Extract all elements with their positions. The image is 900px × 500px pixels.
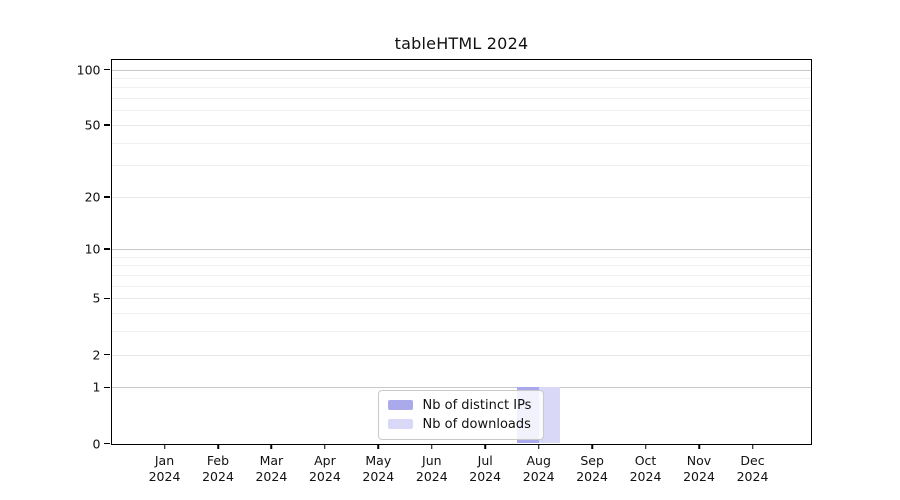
y-gridline-80: [111, 87, 811, 89]
y-gridline-90: [111, 77, 811, 79]
y-tick-2: [103, 353, 110, 356]
y-gridline-70: [111, 98, 811, 100]
legend-item-downloads: Nb of downloads: [387, 415, 535, 434]
x-tick-sep: [591, 443, 593, 449]
y-tick-0: [103, 442, 110, 445]
bar-aug-downloads: [538, 387, 561, 444]
x-tick-may: [377, 443, 380, 449]
legend-label-distinct-ips: Nb of distinct IPs: [422, 397, 532, 413]
y-gridline-4: [111, 313, 811, 315]
y-gridline-5: [111, 298, 811, 300]
x-tick-label-aug: Aug 2024: [522, 452, 555, 485]
plot-area: Nb of distinct IPs Nb of downloads 0 1 2 5 1…: [77, 58, 812, 484]
y-tick-label-1: 1: [92, 379, 101, 395]
y-tick-label-10: 10: [84, 241, 101, 257]
y-tick-20: [103, 196, 110, 198]
y-tick-label-20: 20: [84, 189, 101, 205]
legend-label-downloads: Nb of downloads: [422, 416, 531, 432]
x-tick-label-nov: Nov 2024: [683, 452, 715, 485]
x-tick-aug: [537, 443, 540, 449]
y-gridline-8: [111, 265, 811, 267]
y-gridline-9: [111, 256, 811, 258]
x-tick-dec: [751, 443, 754, 449]
x-tick-label-jul: Jul 2024: [469, 452, 502, 485]
x-tick-feb: [217, 443, 219, 449]
x-tick-jan: [163, 443, 166, 449]
x-tick-label-jan: Jan 2024: [148, 452, 181, 485]
y-gridline-3: [111, 331, 811, 333]
x-tick-label-oct: Oct 2024: [629, 452, 662, 485]
y-tick-50: [103, 124, 110, 126]
x-tick-label-jun: Jun 2024: [415, 452, 448, 485]
x-tick-nov: [698, 443, 700, 449]
y-gridline-20: [111, 196, 811, 198]
x-tick-label-sep: Sep 2024: [576, 452, 608, 485]
legend-item-distinct-ips: Nb of distinct IPs: [387, 396, 535, 415]
x-tick-oct: [644, 443, 647, 449]
y-gridline-10: [111, 249, 811, 251]
y-gridline-7: [111, 275, 811, 276]
x-tick-label-may: May 2024: [362, 452, 395, 485]
x-tick-jun: [431, 443, 433, 449]
y-tick-label-0: 0: [92, 436, 101, 451]
y-gridline-1: [111, 387, 811, 389]
y-gridline-2: [111, 354, 811, 356]
x-tick-label-apr: Apr 2024: [308, 452, 341, 485]
y-tick-1: [103, 386, 110, 389]
y-tick-label-50: 50: [84, 117, 101, 133]
x-tick-label-mar: Mar 2024: [255, 452, 288, 485]
chart-title: tableHTML 2024: [394, 34, 529, 53]
y-tick-5: [103, 297, 110, 299]
legend-swatch-downloads: [387, 419, 413, 429]
y-tick-label-2: 2: [92, 347, 101, 362]
y-gridline-30: [111, 165, 811, 167]
x-tick-label-feb: Feb 2024: [202, 452, 234, 485]
y-gridline-60: [111, 110, 811, 112]
y-gridline-50: [111, 124, 811, 126]
legend: Nb of distinct IPs Nb of downloads: [377, 389, 544, 440]
x-tick-jul: [484, 443, 486, 449]
y-gridline-100: [111, 69, 811, 71]
y-tick-10: [103, 248, 110, 250]
x-tick-apr: [324, 443, 326, 449]
y-gridline-6: [111, 285, 811, 287]
y-tick-100: [103, 68, 110, 71]
legend-swatch-distinct-ips: [387, 400, 413, 410]
y-gridline-40: [111, 142, 811, 144]
y-tick-label-5: 5: [92, 290, 101, 306]
x-tick-mar: [270, 443, 273, 449]
x-tick-label-dec: Dec 2024: [736, 452, 769, 485]
y-tick-label-100: 100: [76, 62, 101, 77]
